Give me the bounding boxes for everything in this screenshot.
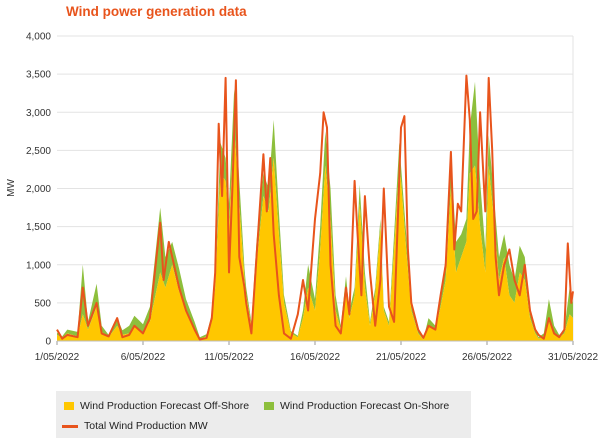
x-tick-label: 16/05/2022: [290, 352, 340, 363]
y-axis: 0 500 1,000 1,500 2,000 2,500 3,000 3,500 4,000: [26, 32, 51, 348]
legend-total-label: Total Wind Production MW: [84, 420, 208, 432]
offshore-area: [57, 127, 573, 341]
x-tick-label: 31/05/2022: [548, 352, 598, 363]
x-tick-label: 26/05/2022: [462, 352, 512, 363]
series-layer: [56, 74, 574, 341]
x-tick-label: 21/05/2022: [376, 352, 426, 363]
legend-item-onshore: Wind Production Forecast On-Shore: [264, 400, 449, 412]
x-tick-label: 6/05/2022: [121, 352, 166, 363]
chart-title: Wind power generation data: [66, 4, 247, 19]
legend-onshore-label: Wind Production Forecast On-Shore: [280, 400, 450, 412]
total-production-line: [56, 74, 574, 341]
legend-item-offshore: Wind Production Forecast Off-Shore: [64, 400, 249, 412]
offshore-swatch: [64, 402, 74, 410]
y-tick-label: 1,500: [26, 222, 51, 233]
x-tick-label: 11/05/2022: [204, 352, 254, 363]
y-tick-label: 2,500: [26, 146, 51, 157]
y-tick-label: 1,000: [26, 260, 51, 271]
onshore-swatch: [264, 402, 274, 410]
y-tick-label: 4,000: [26, 32, 51, 43]
y-tick-label: 3,500: [26, 70, 51, 81]
x-axis: 1/05/2022 6/05/2022 11/05/2022 16/05/2022 21…: [35, 341, 598, 363]
y-tick-label: 0: [45, 337, 51, 348]
legend-offshore-label: Wind Production Forecast Off-Shore: [80, 400, 250, 412]
legend: Wind Production Forecast Off-Shore Wind …: [56, 391, 471, 438]
y-axis-label: MW: [6, 179, 17, 197]
y-tick-label: 3,000: [26, 108, 51, 119]
wind-chart: 05001,0001,5002,0002,5003,0003,5004,000 …: [6, 32, 598, 364]
y-tick-label: 500: [34, 298, 51, 309]
x-tick-label: 1/05/2022: [35, 352, 80, 363]
legend-item-total: Total Wind Production MW: [62, 420, 208, 432]
total-swatch: [62, 424, 78, 428]
y-tick-label: 2,000: [26, 184, 51, 195]
